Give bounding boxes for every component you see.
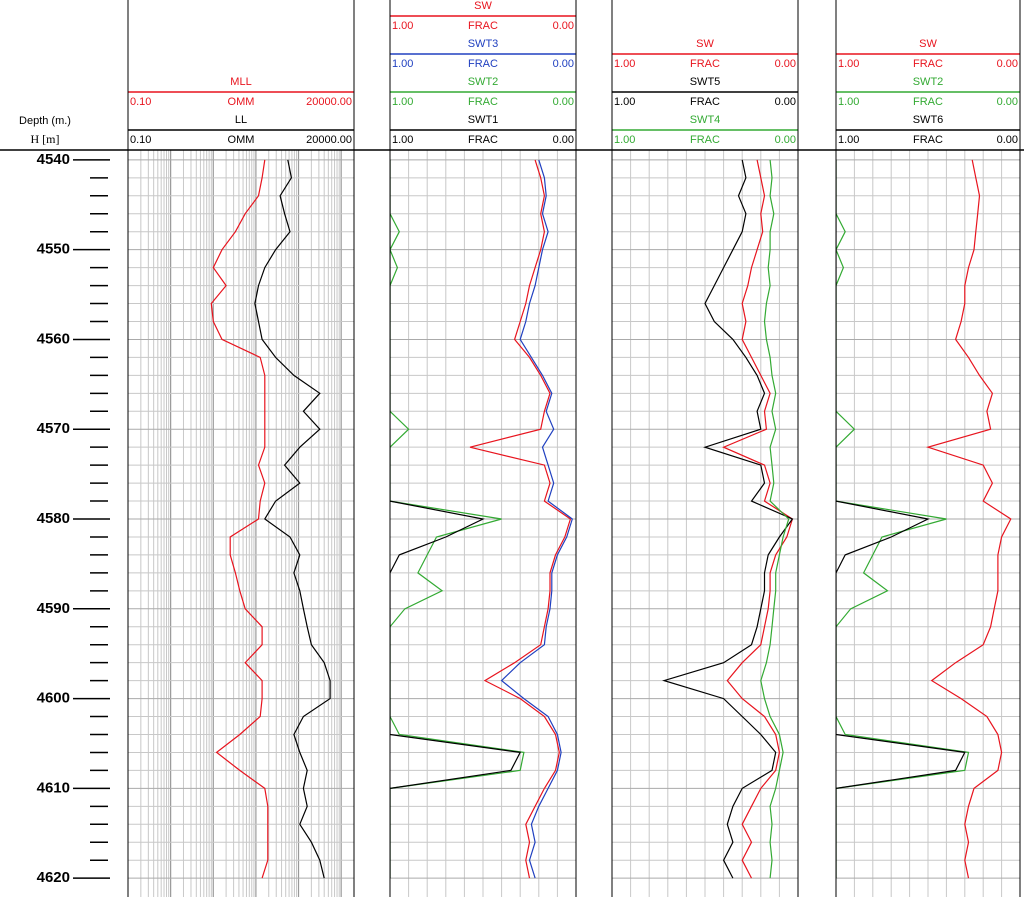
scale-left: 1.00 (614, 96, 635, 108)
curve-name: LL (235, 114, 247, 126)
log-curve (500, 159, 573, 879)
depth-label: 4560 (37, 330, 70, 347)
curve-name: SW (474, 0, 492, 12)
scale-unit: FRAC (690, 58, 720, 70)
scale-unit: FRAC (690, 134, 720, 146)
log-curve (390, 159, 525, 879)
curve-name: SWT5 (690, 76, 721, 88)
depth-label: 4590 (37, 600, 70, 617)
scale-right: 0.00 (775, 96, 796, 108)
scale-unit: FRAC (468, 134, 498, 146)
depth-unit: H [m] (31, 132, 60, 146)
log-curve (836, 159, 970, 879)
curve-name: SW (696, 38, 714, 50)
log-curve (390, 159, 522, 879)
curve-name: SWT2 (913, 76, 944, 88)
scale-unit: FRAC (690, 96, 720, 108)
scale-left: 1.00 (392, 134, 413, 146)
scale-unit: FRAC (468, 58, 498, 70)
log-curve (760, 159, 790, 879)
scale-unit: FRAC (913, 58, 943, 70)
scale-unit: OMM (228, 96, 255, 108)
curve-name: MLL (230, 76, 251, 88)
scale-left: 1.00 (614, 58, 635, 70)
log-curve (925, 159, 1012, 879)
scale-left: 1.00 (392, 20, 413, 32)
depth-label: 4610 (37, 779, 70, 796)
curve-name: SWT2 (468, 76, 499, 88)
curve-name: SWT4 (690, 114, 721, 126)
curve-name: SWT6 (913, 114, 944, 126)
log-curve (469, 159, 572, 879)
depth-label: 4620 (37, 869, 70, 886)
depth-title: Depth (m.) (19, 115, 71, 127)
log-curve (836, 159, 966, 879)
curve-name: SW (919, 38, 937, 50)
curve-name: SWT1 (468, 114, 499, 126)
scale-unit: FRAC (913, 134, 943, 146)
scale-unit: FRAC (913, 96, 943, 108)
scale-unit: FRAC (468, 96, 498, 108)
scale-right: 0.00 (997, 134, 1018, 146)
scale-right: 0.00 (553, 58, 574, 70)
scale-right: 0.00 (775, 134, 796, 146)
scale-right: 0.00 (553, 134, 574, 146)
depth-label: 4550 (37, 241, 70, 258)
scale-left: 1.00 (392, 58, 413, 70)
log-curve (662, 159, 794, 879)
log-curve (210, 159, 269, 879)
scale-left: 1.00 (838, 134, 859, 146)
scale-left: 0.10 (130, 134, 151, 146)
scale-left: 1.00 (614, 134, 635, 146)
depth-label: 4570 (37, 420, 70, 437)
log-curve (254, 159, 331, 879)
scale-right: 20000.00 (306, 134, 352, 146)
scale-unit: FRAC (468, 20, 498, 32)
scale-right: 0.00 (775, 58, 796, 70)
curve-name: SWT3 (468, 38, 499, 50)
scale-left: 1.00 (838, 96, 859, 108)
depth-label: 4600 (37, 690, 70, 707)
scale-unit: OMM (228, 134, 255, 146)
scale-right: 0.00 (553, 20, 574, 32)
scale-right: 0.00 (997, 58, 1018, 70)
scale-right: 0.00 (553, 96, 574, 108)
depth-label: 4580 (37, 510, 70, 527)
scale-left: 0.10 (130, 96, 151, 108)
scale-left: 1.00 (392, 96, 413, 108)
scale-left: 1.00 (838, 58, 859, 70)
scale-right: 20000.00 (306, 96, 352, 108)
scale-right: 0.00 (997, 96, 1018, 108)
depth-label: 4540 (37, 151, 70, 168)
